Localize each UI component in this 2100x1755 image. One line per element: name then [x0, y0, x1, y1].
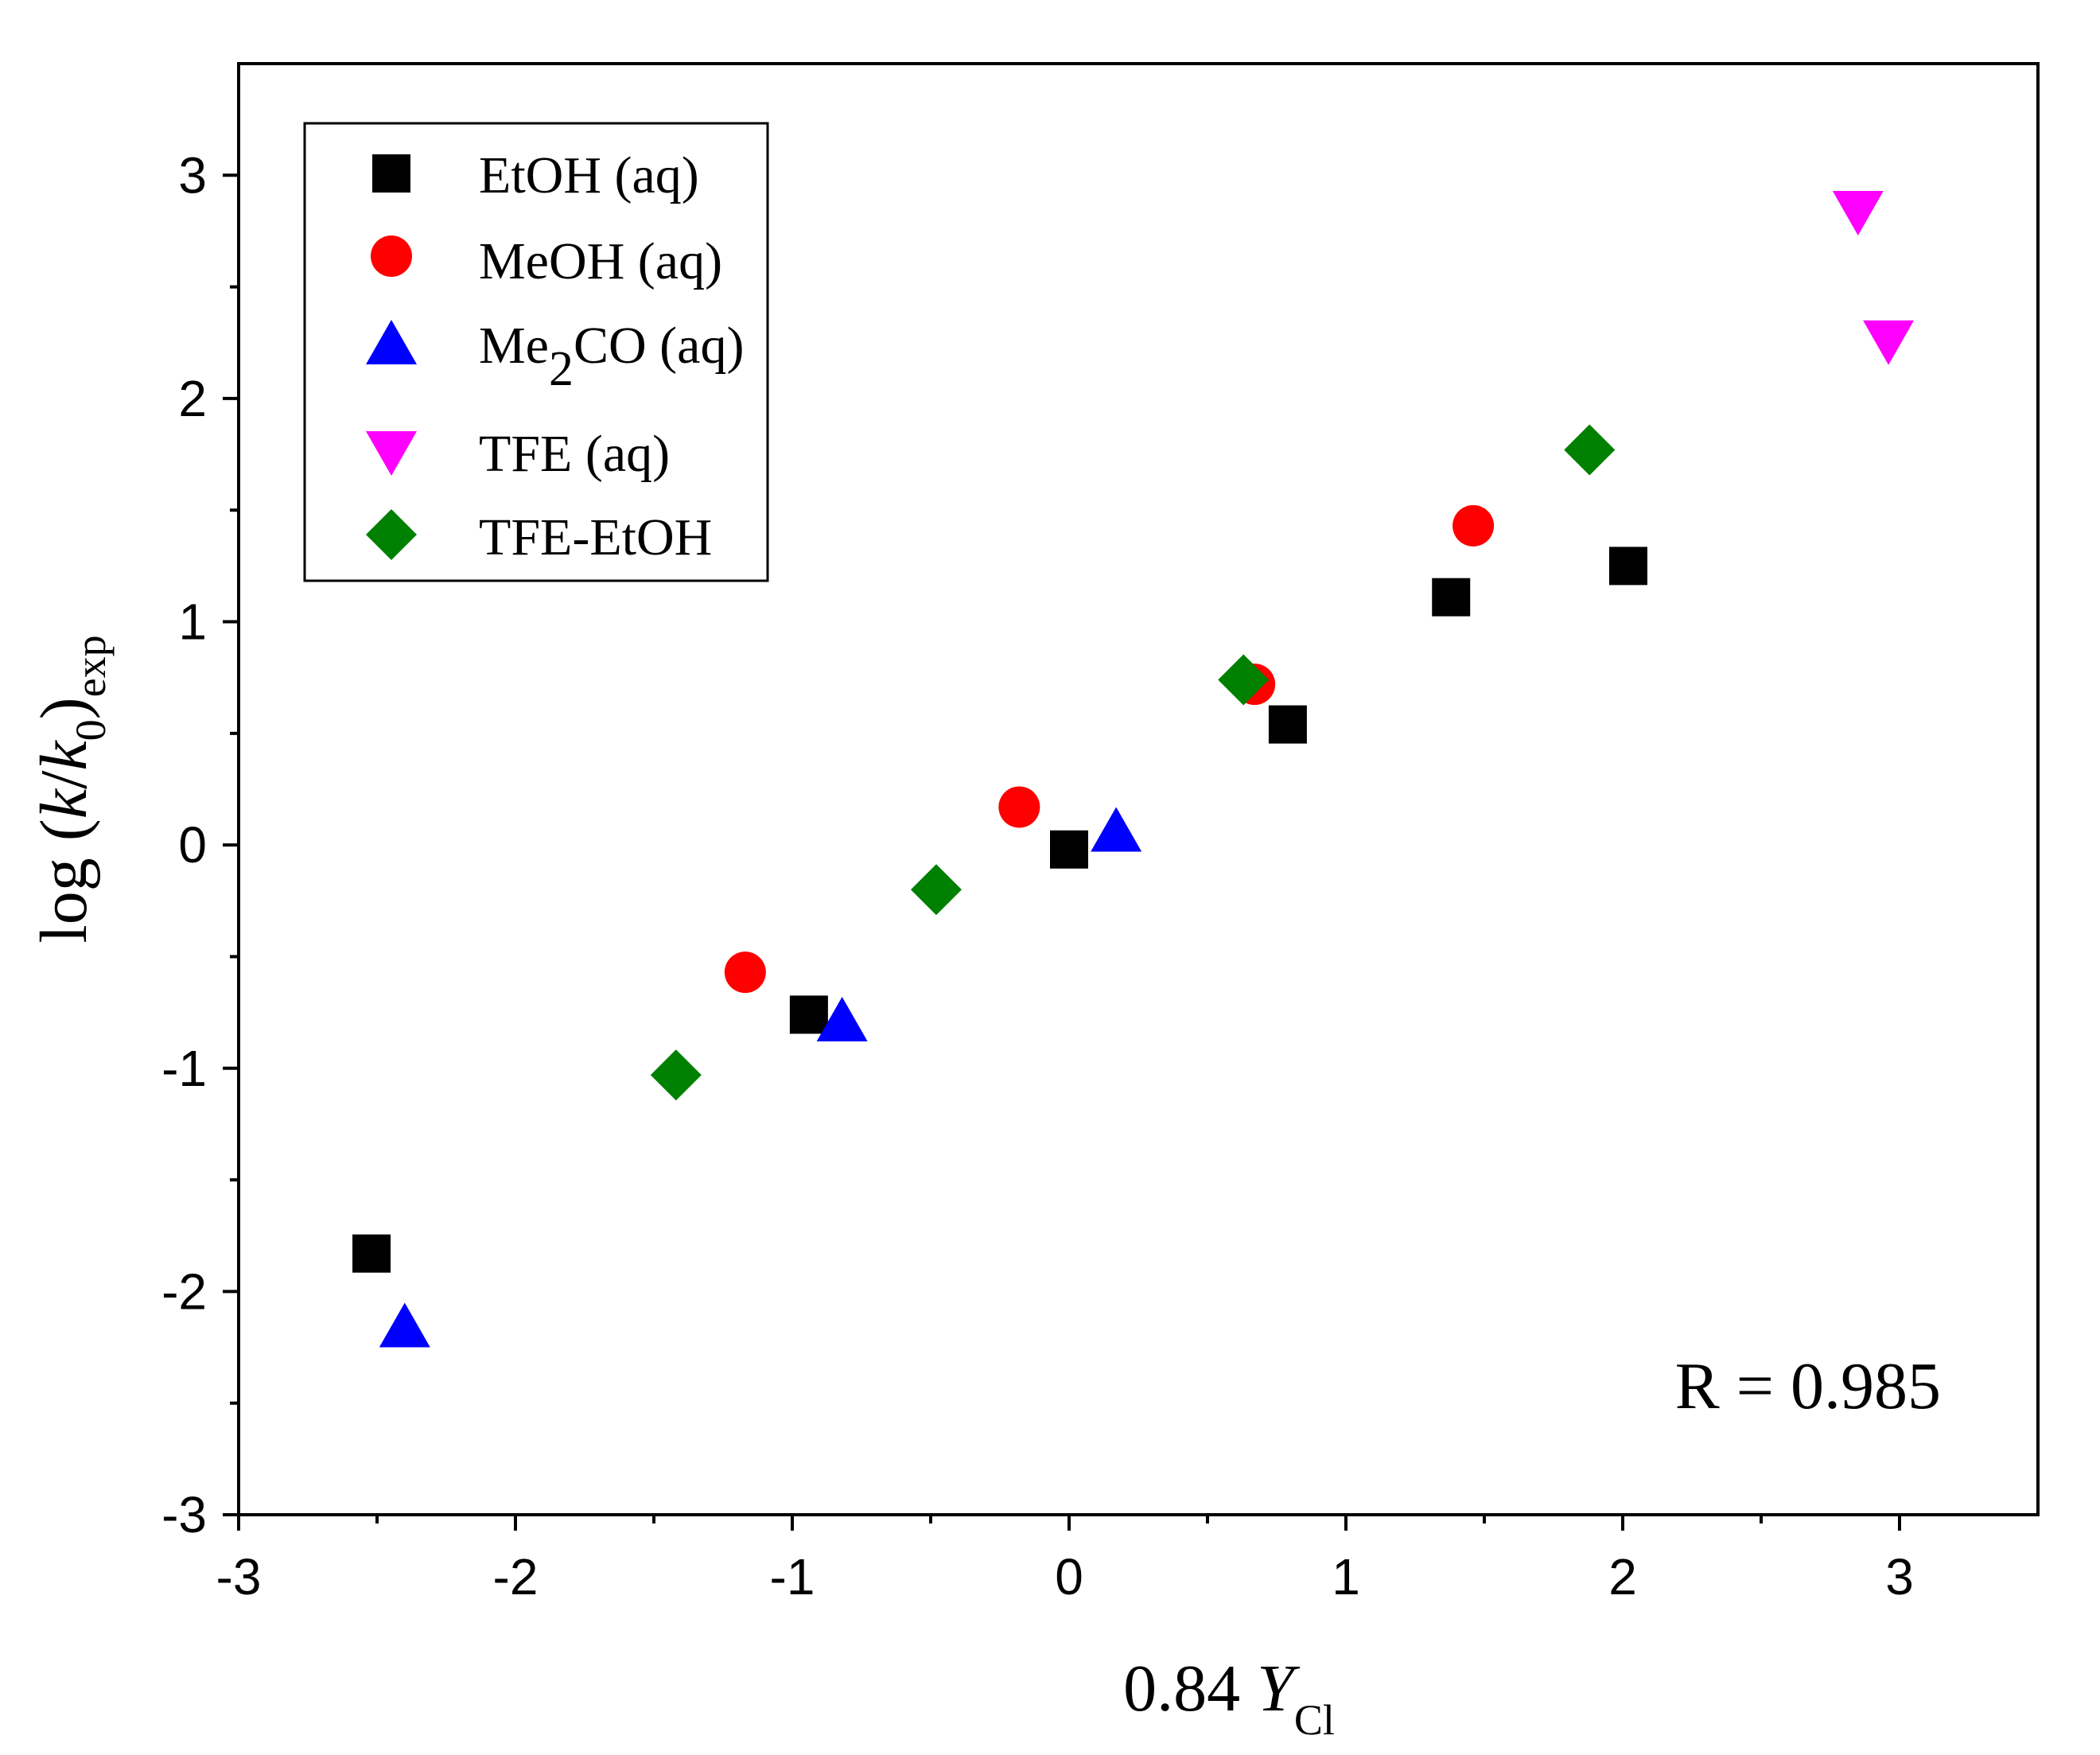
- y-axis-label-k1: k: [27, 788, 101, 819]
- data-point-tfe-etoh: [1564, 424, 1616, 476]
- y-axis-label-sub: exp: [67, 635, 115, 697]
- legend-label-meoh: MeOH (aq): [479, 232, 722, 290]
- legend-marker-meoh-aq: [371, 235, 412, 277]
- data-point-etoh-aq: [1268, 705, 1307, 744]
- x-tick-label: 0: [1055, 1548, 1083, 1605]
- y-tick-label: 1: [178, 593, 207, 651]
- legend-label-me2co-sub: 2: [549, 342, 574, 396]
- axis-ticks: -3 -2 -1 0 1 2 3 -3 -2 -1 0 1 2 3: [161, 146, 1914, 1605]
- data-point-tfe-etoh: [910, 864, 962, 916]
- legend-label-me2co-rest: CO (aq): [574, 317, 744, 375]
- legend-marker-etoh-aq: [372, 154, 410, 193]
- y-tick-label: 0: [178, 816, 207, 874]
- data-point-meoh-aq: [1452, 504, 1495, 547]
- correlation-annotation: R = 0.985: [1675, 1349, 1941, 1423]
- y-axis-label-prefix: log (: [27, 819, 101, 943]
- x-tick-label: -1: [770, 1548, 815, 1605]
- legend-label-me2co-main: Me: [479, 317, 549, 375]
- data-point-tfe-etoh: [1218, 654, 1270, 706]
- x-axis-label-sub: Cl: [1294, 1696, 1335, 1744]
- legend-label-etoh: EtOH (aq): [479, 146, 699, 204]
- y-axis-label-k2: k: [27, 740, 101, 771]
- data-point-etoh-aq: [1050, 830, 1088, 869]
- y-tick-label: 3: [178, 146, 207, 204]
- y-axis-label-sub0: 0: [67, 719, 115, 741]
- plot-frame: [237, 62, 2040, 1516]
- data-point-etoh-aq: [352, 1234, 391, 1273]
- x-axis-label-prefix: 0.84: [1123, 1652, 1257, 1726]
- x-tick-label: 2: [1608, 1548, 1637, 1605]
- legend-label-me2co: Me2CO (aq): [479, 317, 744, 396]
- data-point-tfe-aq: [1863, 320, 1915, 365]
- data-point-etoh-aq: [1608, 547, 1647, 586]
- data-point-tfe-etoh: [650, 1049, 702, 1101]
- data-point-me2co-aq: [379, 1302, 430, 1348]
- y-axis-label-group: log (k/k0)exp: [27, 635, 115, 943]
- y-axis-label-close: ): [27, 697, 101, 719]
- data-point-meoh-aq: [724, 951, 766, 994]
- legend-marker-tfe-etoh: [366, 509, 417, 560]
- y-axis-label-slash: /: [27, 770, 101, 789]
- data-point-meoh-aq: [998, 786, 1040, 828]
- x-tick-label: -3: [216, 1548, 262, 1605]
- data-point-etoh-aq: [789, 995, 828, 1034]
- data-point-me2co-aq: [816, 997, 868, 1042]
- x-axis-label-var: Y: [1257, 1652, 1301, 1726]
- legend-marker-tfe-aq: [366, 431, 417, 476]
- y-tick-label: -3: [161, 1486, 207, 1543]
- legend: EtOH (aq) MeOH (aq) Me2CO (aq) TFE (aq) …: [303, 122, 769, 582]
- data-points: [352, 191, 1915, 1348]
- y-axis-label: log (k/k0)exp: [27, 635, 115, 943]
- x-tick-label: -2: [493, 1548, 539, 1605]
- x-tick-label: 1: [1332, 1548, 1360, 1605]
- data-point-tfe-aq: [1832, 191, 1884, 236]
- legend-markers: [366, 154, 417, 560]
- x-axis-label: 0.84 YCl: [1123, 1652, 1335, 1744]
- data-point-etoh-aq: [1432, 578, 1471, 617]
- legend-label-tfe: TFE (aq): [479, 425, 670, 483]
- data-point-me2co-aq: [1091, 807, 1142, 852]
- x-tick-label: 3: [1885, 1548, 1914, 1605]
- y-tick-label: -1: [161, 1040, 207, 1097]
- y-tick-label: -2: [161, 1263, 207, 1320]
- y-tick-label: 2: [178, 370, 207, 427]
- legend-marker-me2co-aq: [366, 320, 417, 364]
- legend-label-tfe-etoh: TFE-EtOH: [479, 508, 712, 566]
